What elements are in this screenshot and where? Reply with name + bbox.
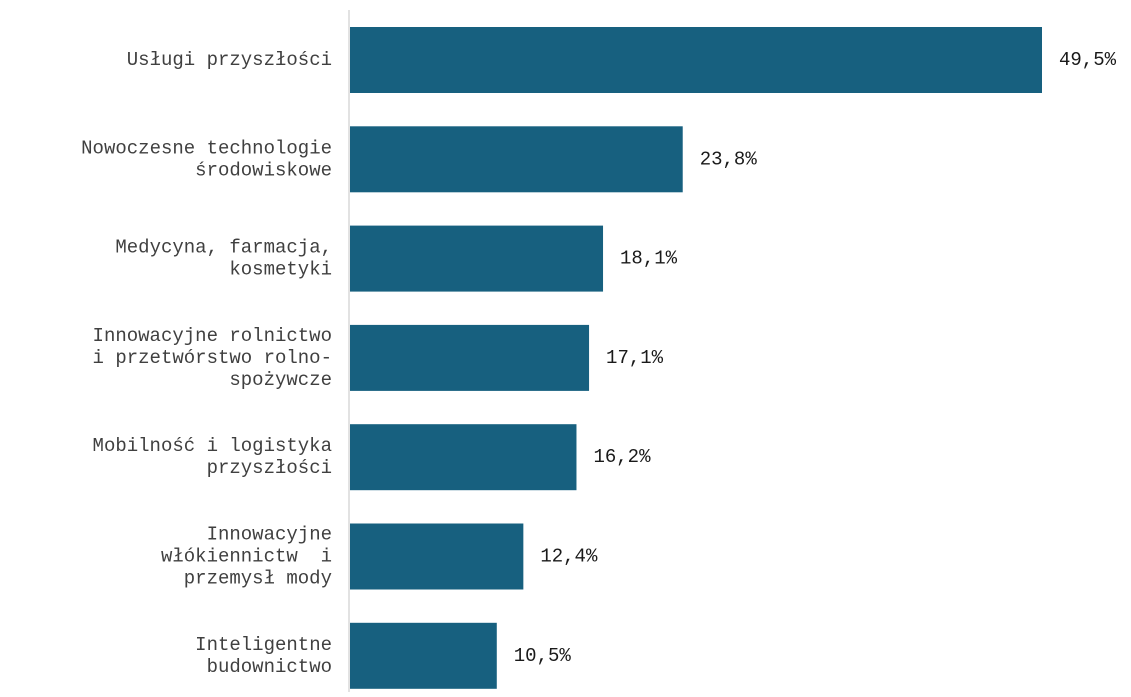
category-tick-label-line: Innowacyjne rolnictwo — [93, 325, 332, 347]
category-tick-label-line: budownictwo — [207, 656, 332, 678]
category-tick-label-line: Innowacyjne — [207, 524, 332, 546]
bar — [350, 622, 497, 689]
category-tick-label-line: Inteligentne — [195, 634, 332, 656]
category-tick-label: Mobilność i logistyka przyszłości — [93, 435, 332, 479]
data-label: 10,5% — [514, 645, 572, 667]
data-label: 12,4% — [540, 546, 598, 568]
data-label: 49,5% — [1059, 49, 1117, 71]
category-tick-label-line: przemysł mody — [184, 568, 332, 590]
category-tick-label-line: Mobilność i logistyka — [93, 435, 332, 457]
bar — [350, 523, 524, 590]
category-tick-label: Nowoczesne technologie środowiskowe — [81, 137, 332, 181]
category-tick-label: Innowacyjne włókiennictw i przemysł mody — [161, 524, 332, 590]
bar — [350, 225, 604, 292]
category-tick-label-line: Medycyna, farmacja, — [115, 237, 332, 259]
bar — [350, 27, 1042, 93]
category-tick-label-line: włókiennictw i — [161, 546, 332, 568]
category-tick-label: Medycyna, farmacja, kosmetyki — [115, 237, 332, 281]
category-tick-label-line: spożywcze — [229, 369, 332, 391]
data-label: 23,8% — [700, 148, 758, 170]
data-label: 17,1% — [606, 347, 664, 369]
bar — [350, 424, 577, 491]
category-tick-label-line: środowiskowe — [195, 159, 332, 181]
category-tick-label: Innowacyjne rolnictwo i przetwórstwo roln… — [93, 325, 332, 391]
data-label: 18,1% — [620, 248, 678, 270]
category-tick-label: Inteligentne budownictwo — [195, 634, 332, 678]
category-tick-label-line: i przetwórstwo rolno- — [93, 347, 332, 369]
category-tick-label: Usługi przyszłości — [127, 49, 332, 71]
bar — [350, 324, 590, 391]
category-tick-label-line: Nowoczesne technologie — [81, 137, 332, 159]
bar — [350, 126, 683, 193]
data-label: 16,2% — [593, 446, 651, 468]
category-tick-label-line: Usługi przyszłości — [127, 49, 332, 71]
category-tick-label-line: kosmetyki — [229, 259, 332, 281]
category-tick-label-line: przyszłości — [207, 457, 332, 479]
